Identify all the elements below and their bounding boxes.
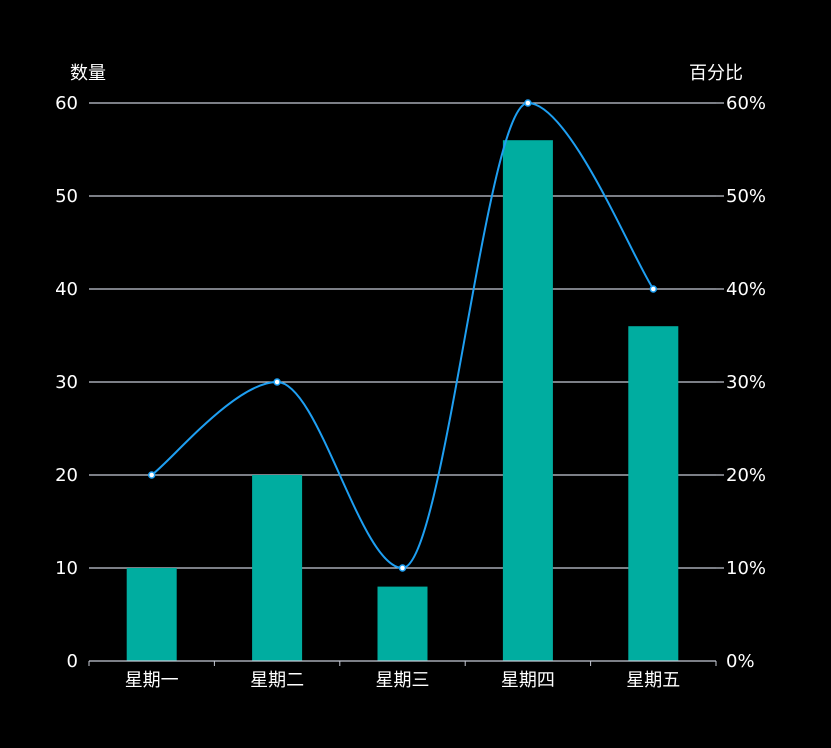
grid-lines: [89, 102, 724, 569]
line-point: [649, 285, 658, 293]
bar: [628, 326, 679, 661]
x-tick-label: 星期四: [501, 670, 555, 691]
right-tick-label: 50%: [726, 186, 766, 207]
bar: [252, 475, 303, 661]
line-point: [147, 471, 156, 479]
line-point: [273, 378, 281, 386]
x-tick-label: 星期三: [376, 670, 430, 691]
left-axis-title: 数量: [70, 63, 106, 84]
right-tick-label: 20%: [726, 465, 766, 486]
bar-series: [126, 140, 679, 661]
right-axis-title: 百分比: [689, 63, 743, 84]
right-tick-label: 0%: [726, 651, 755, 672]
line-point: [398, 564, 407, 572]
bar: [126, 568, 177, 661]
left-tick-label: 60: [55, 93, 78, 114]
left-tick-label: 20: [55, 465, 78, 486]
x-tick-label: 星期一: [125, 670, 179, 691]
x-tick-label: 星期五: [626, 670, 680, 691]
left-tick-label: 50: [55, 186, 78, 207]
axes: 0 0% 10 10% 20 20% 30 30% 40 40% 50 50% 60 60% 星期一 星期二 星…: [55, 93, 766, 691]
percentage-line: [151, 101, 655, 570]
left-tick-label: 0: [67, 651, 78, 672]
bar: [502, 140, 553, 661]
left-tick-label: 10: [55, 558, 78, 579]
left-tick-label: 40: [55, 279, 78, 300]
right-tick-label: 60%: [726, 93, 766, 114]
line-series: [147, 99, 658, 572]
right-tick-label: 30%: [726, 372, 766, 393]
left-tick-label: 30: [55, 372, 78, 393]
line-point: [524, 99, 532, 107]
right-tick-label: 40%: [726, 279, 766, 300]
x-tick-label: 星期二: [250, 670, 304, 691]
right-tick-label: 10%: [726, 558, 766, 579]
bar: [377, 586, 428, 661]
